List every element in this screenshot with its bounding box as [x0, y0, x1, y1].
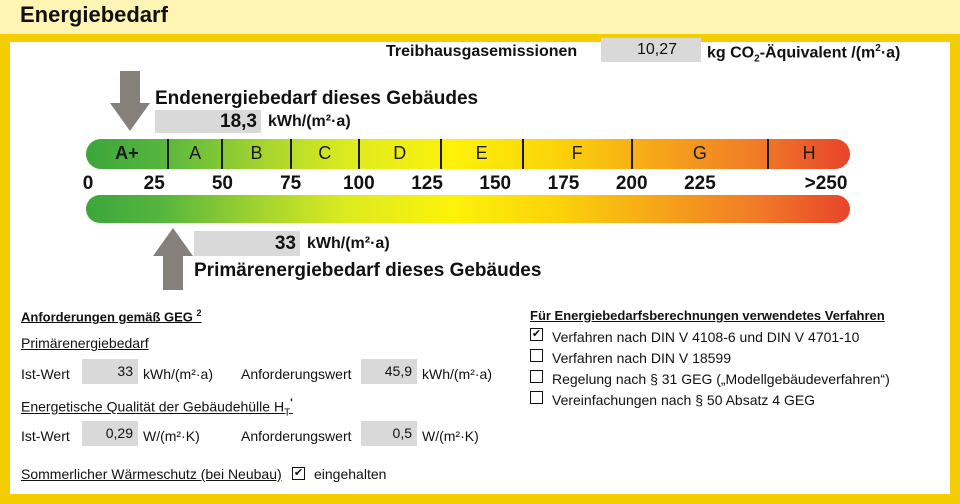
energy-class-divider [439, 139, 442, 169]
hull-ist-unit: W/(m²·K) [143, 428, 200, 444]
method-checkbox-din-4108[interactable]: ✔ [530, 328, 543, 341]
endenergie-unit: kWh/(m²·a) [268, 113, 351, 130]
endenergie-arrow-icon [110, 71, 150, 131]
method-checkbox-din-18599[interactable] [530, 349, 543, 362]
scale-tick-label: 75 [280, 173, 302, 194]
primary-anf-label: Anforderungswert [241, 366, 352, 382]
primaerenergie-value: 33 [274, 233, 296, 254]
methods-title: Für Energiebedarfsberechnungen verwendet… [530, 308, 885, 323]
summer-protection-checkbox[interactable]: ✔ [292, 467, 305, 480]
energy-class-label: A+ [115, 143, 139, 163]
hull-ist-value: 0,29 [82, 421, 138, 446]
primary-energy-bar [86, 195, 850, 223]
scale-tick-label: 150 [479, 173, 512, 194]
energy-class-divider [767, 139, 770, 169]
primary-requirements-heading: Primärenergiebedarf [21, 335, 149, 351]
energy-class-divider [221, 139, 224, 169]
scale-tick-label: 0 [82, 173, 94, 194]
primaerenergie-unit: kWh/(m²·a) [307, 235, 390, 252]
method-label-model-building: Regelung nach § 31 GEG („Modellgebäudeve… [552, 371, 890, 387]
hull-ist-label: Ist-Wert [21, 428, 70, 444]
requirements-title: Anforderungen gemäß GEG 2 [21, 308, 202, 325]
energy-class-label: A [189, 143, 202, 163]
method-label-din-4108: Verfahren nach DIN V 4108-6 und DIN V 47… [552, 329, 860, 345]
primaerenergie-value-box: 33 [194, 231, 300, 256]
hull-anf-unit: W/(m²·K) [422, 428, 479, 444]
scale-tick-label: 200 [615, 173, 648, 194]
scale-tick-label: 100 [342, 173, 375, 194]
primaerenergie-arrow-icon [153, 228, 193, 290]
section-header: Energiebedarf [0, 0, 960, 42]
energy-class-label: B [250, 143, 263, 163]
scale-tick-label: 25 [143, 173, 165, 194]
summer-protection-label: Sommerlicher Wärmeschutz (bei Neubau) [21, 466, 282, 482]
energy-class-divider [521, 139, 524, 169]
method-label-simplification: Vereinfachungen nach § 50 Absatz 4 GEG [552, 392, 816, 408]
energy-class-label: E [475, 143, 488, 163]
primary-ist-unit: kWh/(m²·a) [143, 366, 213, 382]
primary-anf-unit: kWh/(m²·a) [422, 366, 492, 382]
endenergie-value: 18,3 [220, 111, 257, 132]
method-checkbox-model-building[interactable] [530, 370, 543, 383]
scale-tick-label: 225 [684, 173, 716, 194]
section-title: Energiebedarf [20, 2, 168, 27]
primary-anf-value: 45,9 [361, 359, 417, 384]
method-checkbox-simplification[interactable] [530, 391, 543, 404]
primaerenergie-title: Primärenergiebedarf dieses Gebäudes [194, 260, 542, 281]
primary-ist-label: Ist-Wert [21, 366, 70, 382]
primary-ist-value: 33 [82, 359, 138, 384]
energy-class-label: F [571, 143, 583, 163]
hull-anf-label: Anforderungswert [241, 428, 352, 444]
energy-class-divider [630, 139, 633, 169]
hull-requirements-heading: Energetische Qualität der Gebäudehülle H… [21, 397, 293, 419]
energy-class-label: H [802, 143, 816, 163]
energy-class-label: D [393, 143, 407, 163]
energy-class-divider [289, 139, 292, 169]
method-label-din-18599: Verfahren nach DIN V 18599 [552, 350, 732, 366]
scale-tick-label: 125 [411, 173, 443, 194]
scale-tick-label: 175 [547, 173, 580, 194]
scale-tick-label: 50 [211, 173, 233, 194]
energy-class-label: C [318, 143, 332, 163]
emissions-unit: kg CO2-Äquivalent /(m2·a) [707, 43, 901, 65]
endenergie-value-box: 18,3 [155, 110, 261, 133]
energy-class-label: G [692, 143, 707, 163]
scale-tick-label: >250 [804, 173, 848, 194]
emissions-value: 10,27 [636, 41, 677, 58]
emissions-label: Treibhausgasemissionen [386, 43, 578, 60]
summer-protection-value: eingehalten [314, 466, 387, 482]
energy-class-bar [86, 139, 850, 169]
emissions-value-box: 10,27 [601, 38, 701, 62]
energy-class-divider [166, 139, 169, 169]
hull-anf-value: 0,5 [361, 421, 417, 446]
energy-class-divider [357, 139, 360, 169]
endenergie-title: Endenergiebedarf dieses Gebäudes [155, 88, 479, 109]
